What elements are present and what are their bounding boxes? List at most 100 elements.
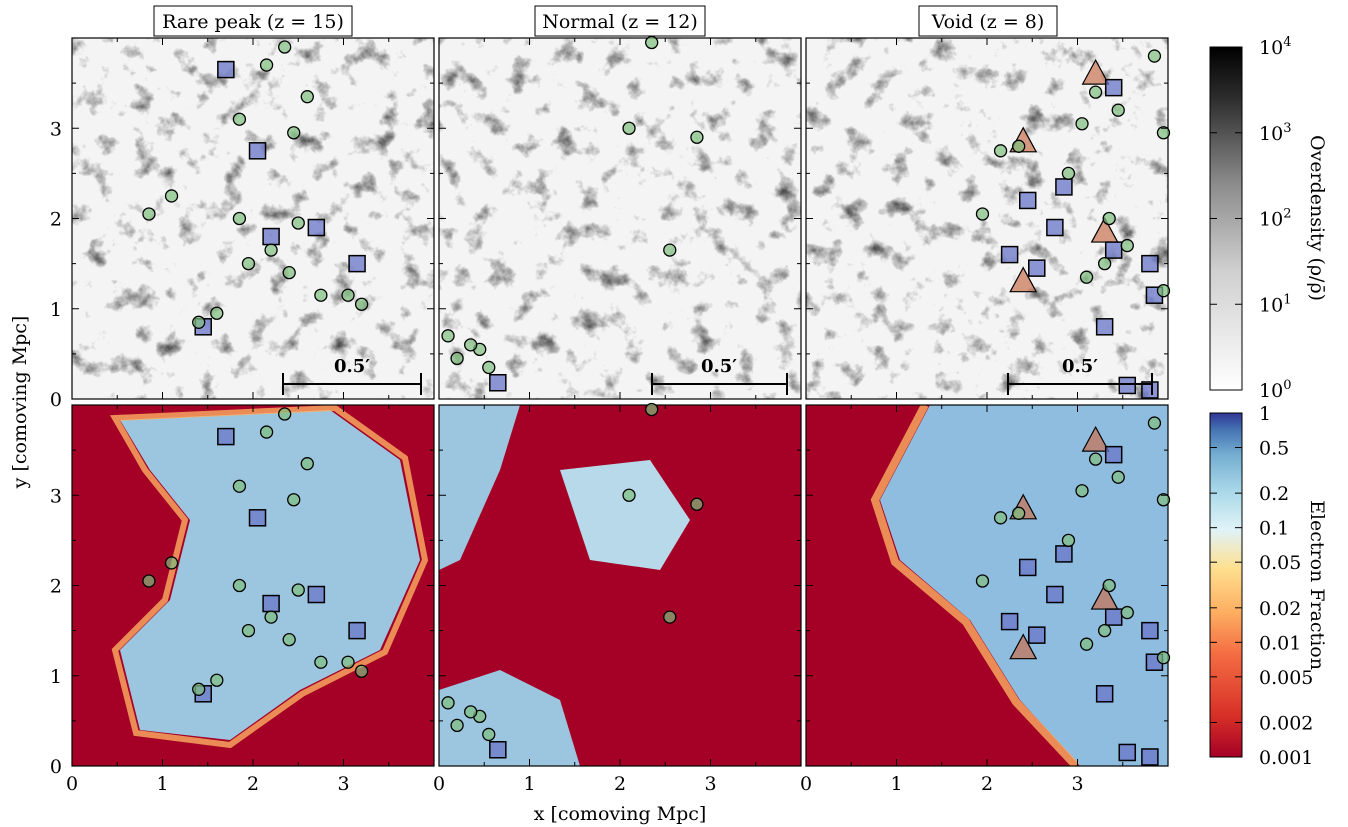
circle-marker — [622, 488, 636, 502]
colorbar-tick-label: 100 — [1259, 378, 1291, 402]
ionized-region — [880, 405, 1168, 766]
circle-marker — [1012, 506, 1026, 520]
circle-marker — [354, 297, 369, 311]
square-marker — [1118, 376, 1137, 395]
circle-marker — [1079, 637, 1094, 651]
square-marker — [1000, 612, 1019, 631]
circle-marker — [1120, 605, 1134, 620]
colorbar-tick-label: 102 — [1259, 207, 1291, 231]
colorbar-tick-label: 0.1 — [1259, 518, 1289, 540]
circle-marker — [1156, 284, 1171, 298]
ionized-region — [439, 405, 520, 570]
x-tick-label: 2 — [247, 773, 259, 795]
ionized-region — [439, 670, 580, 766]
circle-marker — [622, 121, 636, 135]
circle-marker — [142, 207, 156, 221]
circle-marker — [1061, 166, 1076, 181]
panel-title-void: Void (z = 8) — [931, 11, 1045, 33]
circle-marker — [192, 315, 206, 329]
square-marker — [1095, 685, 1114, 703]
circle-marker — [1088, 452, 1103, 466]
square-marker — [1141, 748, 1159, 766]
square-marker — [307, 218, 326, 237]
circle-marker — [1098, 256, 1112, 271]
y-tick-label: 1 — [50, 299, 62, 321]
colorbar-tick-label: 0.01 — [1259, 632, 1301, 654]
colorbar-tick-label: 103 — [1259, 121, 1291, 145]
circle-marker — [1156, 651, 1171, 665]
square-marker — [1018, 191, 1037, 210]
square-marker — [1046, 218, 1064, 237]
circle-marker — [241, 623, 256, 638]
circle-marker — [232, 479, 247, 493]
circle-marker — [1120, 238, 1134, 253]
circle-marker — [278, 40, 292, 54]
overdensity-panel-rare-peak — [72, 38, 434, 399]
square-marker — [1141, 621, 1159, 640]
circle-marker — [300, 90, 314, 104]
colorbar-tick-label: 0.05 — [1259, 552, 1301, 574]
circle-marker — [278, 407, 292, 421]
circle-marker — [1156, 126, 1171, 140]
circle-marker — [975, 574, 990, 588]
triangle-marker — [1090, 583, 1119, 610]
square-marker — [1104, 241, 1123, 259]
square-marker — [489, 741, 507, 759]
colorbar-tick-label: 0.5 — [1259, 438, 1289, 460]
circle-marker — [341, 288, 355, 302]
circle-marker — [241, 256, 256, 271]
colorbar-tick-label: 0.2 — [1259, 483, 1289, 505]
circle-marker — [1075, 484, 1089, 498]
x-tick-label: 1 — [523, 773, 535, 795]
square-marker — [1104, 608, 1123, 626]
x-tick-label: 3 — [704, 773, 716, 795]
x-axis-label: x [comoving Mpc] — [534, 803, 707, 825]
square-marker — [1118, 743, 1137, 762]
circle-marker — [232, 112, 247, 126]
square-marker — [1095, 318, 1114, 336]
circle-marker — [314, 655, 328, 669]
circle-marker — [1111, 470, 1125, 484]
circle-marker — [450, 718, 464, 733]
square-marker — [262, 594, 280, 613]
circle-marker — [1102, 578, 1116, 593]
colorbar-overdensity-label: Overdensity (ρ/ρ̄) — [1306, 135, 1328, 301]
circle-marker — [341, 655, 355, 669]
square-marker — [1028, 626, 1046, 644]
circle-marker — [282, 265, 296, 280]
square-marker — [307, 585, 326, 604]
circle-marker — [164, 189, 179, 203]
circle-marker — [287, 493, 301, 507]
circle-marker — [645, 35, 659, 50]
square-marker — [1000, 245, 1019, 264]
electron-panel-normal — [439, 405, 801, 766]
y-tick-label: 0 — [50, 756, 62, 778]
circle-marker — [1098, 623, 1112, 638]
circle-marker — [993, 511, 1008, 525]
square-marker — [1055, 178, 1073, 196]
circle-marker — [314, 288, 328, 302]
square-marker — [1018, 558, 1037, 577]
panel-title-rare-peak: Rare peak (z = 15) — [162, 11, 344, 33]
x-tick-label: 2 — [981, 773, 993, 795]
circle-marker — [164, 556, 179, 570]
colorbar-tick-label: 0.02 — [1259, 598, 1301, 620]
circle-marker — [1111, 103, 1125, 117]
colorbar-tick-label: 0.005 — [1259, 667, 1313, 689]
circle-marker — [450, 351, 464, 366]
square-marker — [1141, 381, 1159, 399]
y-tick-label: 3 — [50, 118, 62, 140]
circle-marker — [287, 126, 301, 140]
y-tick-label: 3 — [50, 485, 62, 507]
circle-marker — [482, 360, 496, 375]
circle-marker — [1079, 270, 1094, 284]
circle-marker — [663, 243, 677, 257]
triangle-marker — [1090, 216, 1119, 243]
circle-marker — [482, 727, 496, 742]
circle-marker — [291, 216, 305, 230]
square-marker — [262, 227, 280, 246]
circle-marker — [210, 673, 224, 687]
y-tick-label: 2 — [50, 576, 62, 598]
circle-marker — [354, 664, 369, 678]
